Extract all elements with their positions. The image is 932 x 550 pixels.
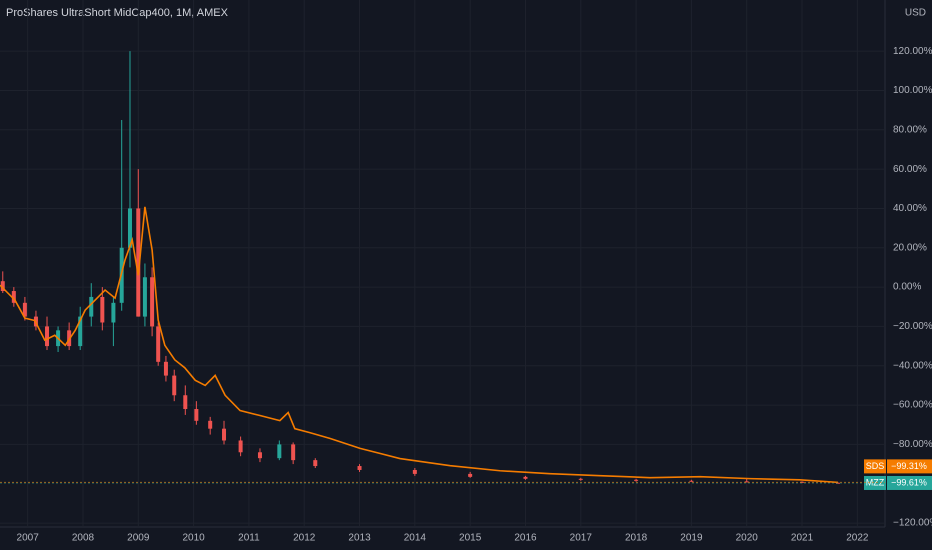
candle-body bbox=[172, 375, 177, 396]
x-tick-label: 2016 bbox=[514, 533, 537, 544]
x-tick-label: 2015 bbox=[459, 533, 482, 544]
y-tick-label: 100.00% bbox=[893, 85, 932, 96]
y-tick-label: −40.00% bbox=[893, 360, 932, 371]
price-tag-value: −99.31% bbox=[891, 461, 927, 471]
candle-body bbox=[22, 302, 27, 317]
x-tick-label: 2017 bbox=[570, 533, 593, 544]
candle-body bbox=[194, 409, 199, 421]
candle-body bbox=[136, 208, 141, 317]
candle-body bbox=[222, 428, 227, 441]
price-tag-value-bg bbox=[887, 475, 932, 490]
y-tick-label: 40.00% bbox=[893, 203, 927, 214]
x-tick-label: 2014 bbox=[404, 533, 427, 544]
x-tick-label: 2011 bbox=[238, 533, 260, 544]
x-tick-label: 2020 bbox=[736, 533, 759, 544]
y-tick-label: −60.00% bbox=[893, 400, 932, 411]
candle-body bbox=[163, 361, 168, 376]
price-tag-name-bg bbox=[864, 459, 886, 474]
candle-body bbox=[744, 481, 749, 483]
x-tick-label: 2012 bbox=[293, 533, 316, 544]
x-tick-label: 2021 bbox=[791, 533, 814, 544]
x-tick-label: 2013 bbox=[348, 533, 371, 544]
candle-body bbox=[313, 460, 318, 467]
candle-body bbox=[689, 480, 694, 482]
candle-body bbox=[156, 326, 161, 362]
candle-body bbox=[257, 452, 262, 459]
candle-body bbox=[208, 420, 213, 429]
price-tag-value-bg bbox=[887, 459, 932, 474]
candle-body bbox=[0, 281, 5, 292]
x-tick-label: 2022 bbox=[846, 533, 869, 544]
price-tag-value: −99.61% bbox=[891, 477, 927, 487]
candle-body bbox=[183, 395, 188, 410]
y-tick-label: −20.00% bbox=[893, 321, 932, 332]
currency-label: USD bbox=[905, 8, 926, 19]
y-tick-label: 120.00% bbox=[893, 46, 932, 57]
y-tick-label: 80.00% bbox=[893, 124, 927, 135]
x-tick-label: 2010 bbox=[182, 533, 205, 544]
x-tick-label: 2019 bbox=[680, 533, 703, 544]
candle-body bbox=[277, 444, 282, 459]
price-tag-name-bg bbox=[864, 475, 886, 490]
candle-body bbox=[238, 440, 243, 453]
candle-body bbox=[291, 444, 296, 461]
candle-body bbox=[634, 479, 639, 481]
y-tick-label: 0.00% bbox=[893, 282, 921, 293]
chart-title: ProShares UltraShort MidCap400, 1M, AMEX bbox=[6, 7, 229, 19]
candle-body bbox=[111, 302, 116, 323]
candle-body bbox=[100, 296, 105, 323]
candle-body bbox=[357, 466, 362, 470]
candle-body bbox=[412, 469, 417, 474]
y-tick-label: −80.00% bbox=[893, 439, 932, 450]
candle-body bbox=[89, 296, 94, 317]
candle-body bbox=[11, 291, 16, 303]
candle-body bbox=[45, 326, 50, 347]
candle-body bbox=[468, 473, 473, 477]
candle-body bbox=[78, 316, 83, 347]
x-tick-label: 2008 bbox=[72, 533, 95, 544]
candle-body bbox=[800, 481, 805, 483]
y-tick-label: 60.00% bbox=[893, 164, 927, 175]
x-tick-label: 2018 bbox=[625, 533, 648, 544]
price-tag-name: MZZ bbox=[866, 477, 885, 487]
line-series bbox=[0, 206, 839, 484]
candle-body bbox=[127, 208, 132, 248]
candle-body bbox=[150, 277, 155, 327]
y-tick-label: 20.00% bbox=[893, 242, 927, 253]
price-tag-name: SDS bbox=[866, 461, 885, 471]
candle-body bbox=[578, 478, 583, 480]
candle-body bbox=[142, 277, 147, 317]
x-tick-label: 2009 bbox=[127, 533, 150, 544]
y-tick-label: −120.00% bbox=[893, 518, 932, 529]
candle-body bbox=[523, 476, 528, 479]
x-tick-label: 2007 bbox=[17, 533, 40, 544]
